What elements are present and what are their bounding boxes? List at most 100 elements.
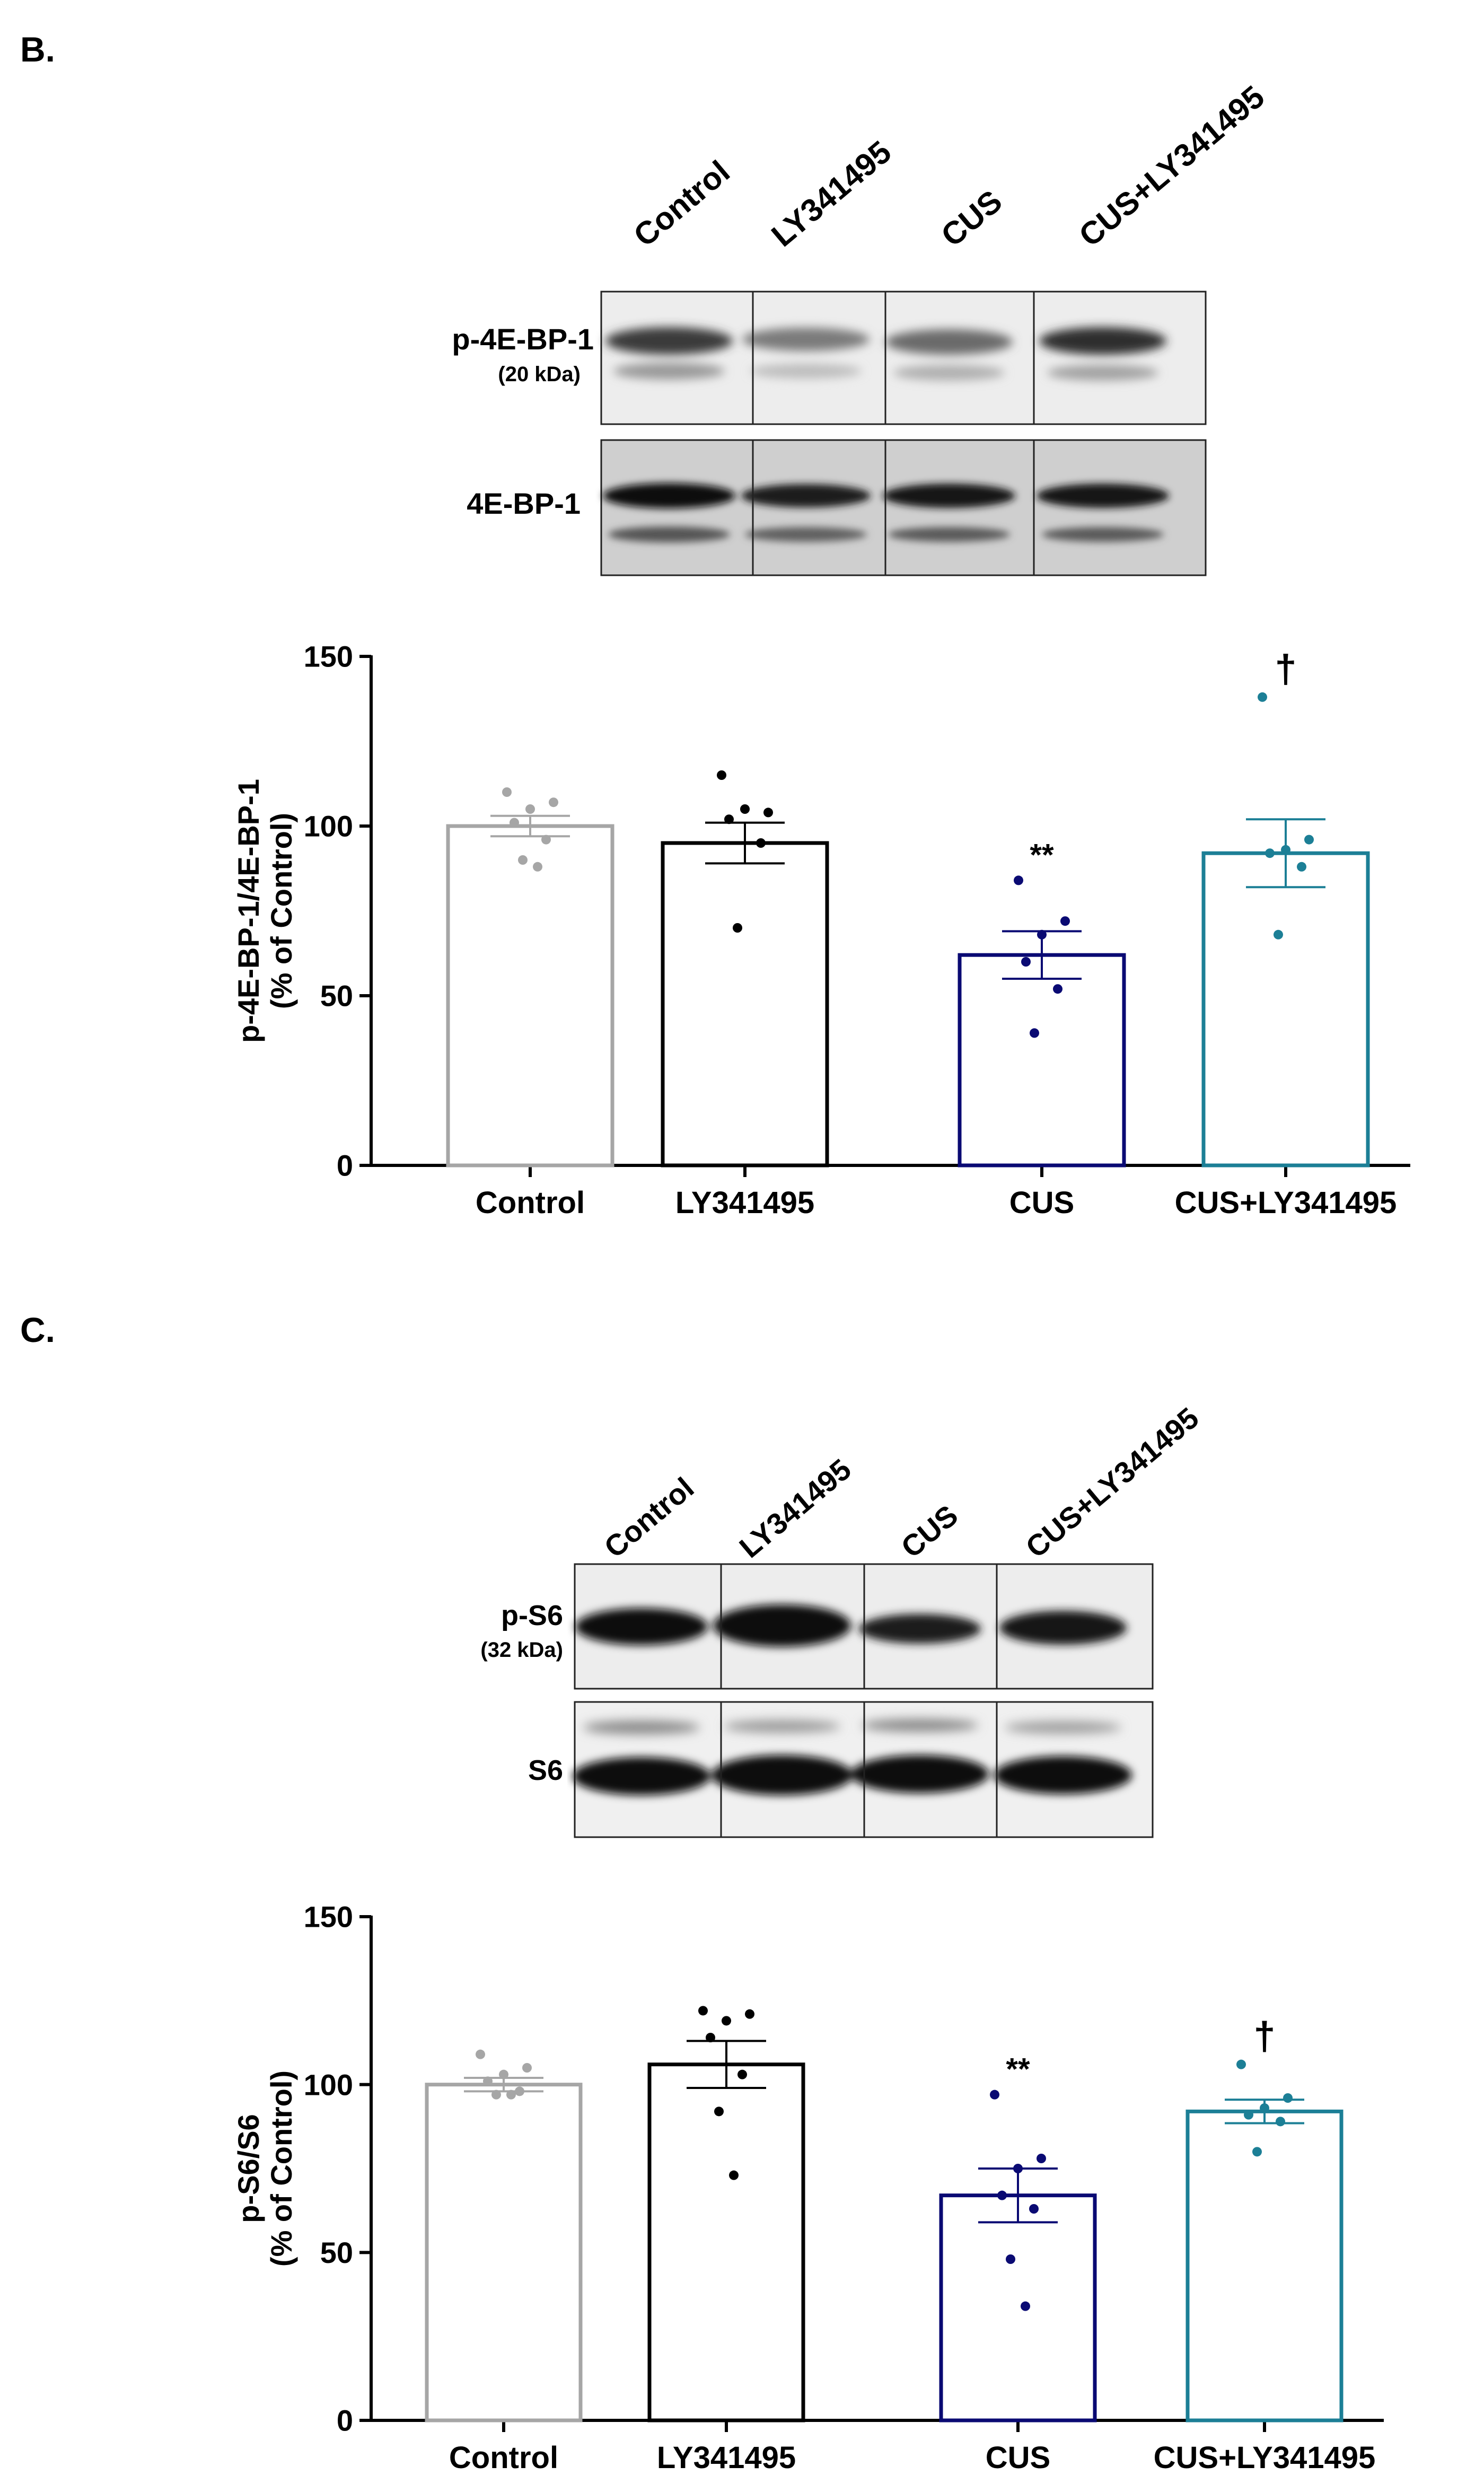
data-point: [1252, 2147, 1262, 2157]
data-point: [1021, 2301, 1030, 2311]
x-category-label: Control: [449, 2441, 558, 2475]
data-point: [1014, 875, 1023, 885]
y-axis-title-line2: (% of Control): [265, 2070, 298, 2267]
data-point: [499, 2069, 508, 2079]
data-point: [525, 804, 535, 814]
data-point: [1297, 862, 1306, 872]
bar: [661, 841, 829, 1168]
y-tick-label: 0: [337, 2404, 353, 2437]
significance-marker: **: [1030, 838, 1054, 872]
data-point: [1029, 2204, 1039, 2214]
data-point: [483, 2076, 493, 2086]
data-point: [763, 807, 773, 818]
panel-c-lane-ly341495: LY341495: [733, 1452, 857, 1565]
data-point: [717, 770, 726, 780]
data-point: [997, 2190, 1007, 2200]
data-point: [1006, 2254, 1015, 2264]
panel-b-bar-chart: 0 50 100 150 p-4E-BP-1/4E-BP-1(% of Control)…: [232, 640, 1410, 1220]
data-point: [1265, 848, 1275, 858]
panel-b-blot1-sublabel: (20 kDa): [498, 363, 581, 386]
y-tick-label: 150: [304, 1900, 353, 1934]
x-category-label: CUS: [986, 2441, 1050, 2475]
significance-marker: †: [1275, 647, 1296, 691]
panel-c-lane-control: Control: [598, 1470, 700, 1565]
panel-c-blot1-sublabel: (32 kDa): [480, 1638, 563, 1662]
data-point: [541, 835, 551, 845]
data-point: [714, 2106, 724, 2117]
panel-c-lane-cus-ly341495: CUS+LY341495: [1019, 1401, 1205, 1565]
y-axis-title: p-4E-BP-1/4E-BP-1(% of Control): [232, 779, 298, 1043]
y-tick-label: 0: [337, 1149, 353, 1182]
panel-b-lane-control: Control: [627, 153, 736, 254]
data-point: [549, 797, 558, 807]
panel-c-western-blot: [573, 1563, 1154, 1838]
data-point: [476, 2049, 485, 2059]
y-tick-label: 50: [320, 2236, 353, 2269]
significance-marker: **: [1006, 2052, 1030, 2087]
panel-b-western-blot: [600, 291, 1207, 576]
y-tick-label: 100: [304, 2068, 353, 2101]
y-axis-title-line1: p-S6/S6: [232, 2114, 265, 2223]
data-point: [1258, 692, 1267, 702]
data-point: [1276, 2117, 1285, 2127]
significance-marker: †: [1253, 2014, 1275, 2058]
x-category-label: LY341495: [657, 2441, 796, 2475]
data-point: [1236, 2059, 1246, 2069]
data-point: [729, 2170, 739, 2180]
data-point: [706, 2033, 715, 2042]
data-point: [1281, 845, 1290, 855]
data-point: [491, 2090, 501, 2100]
data-point: [1060, 916, 1070, 926]
data-point: [724, 814, 734, 824]
panel-c-blot1-label: p-S6: [500, 1600, 563, 1631]
panel-b-letter: B.: [20, 30, 55, 69]
data-point: [522, 2063, 532, 2073]
x-category-label: CUS: [1009, 1186, 1074, 1220]
panel-b-lane-ly341495: LY341495: [765, 134, 898, 254]
panel-b-lane-cus: CUS: [934, 183, 1009, 254]
data-point: [502, 787, 512, 797]
x-category-label: CUS+LY341495: [1154, 2441, 1376, 2475]
data-point: [1030, 1028, 1039, 1038]
panel-b-blot2-label: 4E-BP-1: [467, 487, 581, 520]
data-point: [515, 2086, 524, 2096]
bar: [446, 824, 614, 1168]
data-point: [756, 838, 766, 848]
x-category-label: CUS+LY341495: [1175, 1186, 1397, 1220]
data-point: [1021, 957, 1031, 967]
data-point: [533, 862, 542, 872]
x-category-label: LY341495: [675, 1186, 814, 1220]
data-point: [1283, 2093, 1293, 2103]
data-point: [990, 2090, 999, 2100]
y-tick-label: 100: [304, 810, 353, 843]
panel-c-lane-cus: CUS: [894, 1498, 964, 1565]
data-point: [518, 855, 528, 865]
data-point: [1053, 984, 1062, 994]
y-tick-label: 150: [304, 640, 353, 673]
data-point: [722, 2016, 731, 2026]
y-axis-title-line2: (% of Control): [265, 813, 298, 1009]
panel-c-blot2-label: S6: [528, 1754, 563, 1786]
data-point: [737, 2069, 747, 2079]
data-point: [510, 818, 519, 828]
bar: [425, 2083, 583, 2422]
bar: [939, 2193, 1097, 2422]
data-point: [1260, 2103, 1269, 2113]
data-point: [1244, 2110, 1253, 2120]
panel-c-letter: C.: [20, 1310, 55, 1349]
data-point: [1274, 929, 1283, 940]
data-point: [506, 2090, 516, 2100]
data-point: [1304, 835, 1314, 845]
panel-b-blot1-label: p-4E-BP-1: [452, 322, 594, 356]
y-axis-title: p-S6/S6(% of Control): [232, 2070, 298, 2267]
bar: [1186, 2109, 1343, 2422]
data-point: [1037, 929, 1047, 940]
data-point: [745, 2009, 754, 2019]
data-point: [740, 804, 750, 814]
bar: [1201, 851, 1370, 1168]
data-point: [733, 923, 742, 933]
panel-c-bar-chart: 0 50 100 150 p-S6/S6(% of Control) Control LY3…: [232, 1900, 1384, 2475]
data-point: [1037, 2154, 1046, 2163]
bar: [958, 953, 1126, 1168]
data-point: [698, 2006, 708, 2016]
